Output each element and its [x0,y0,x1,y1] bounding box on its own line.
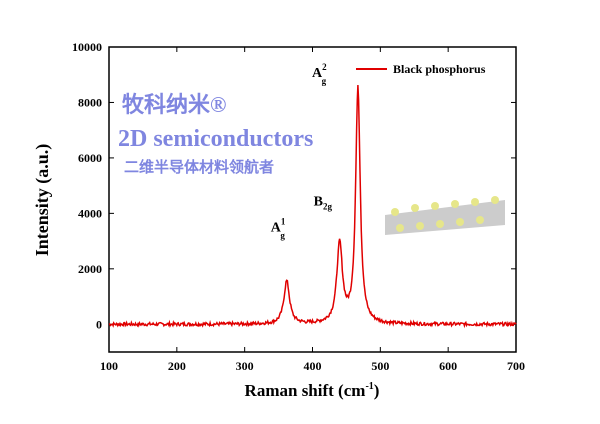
x-axis-label-end: ) [374,381,380,400]
series-line-black-phosphorus [108,84,517,329]
watermark: 牧科纳米® 2D semiconductors 二维半导体材料领航者 [118,92,505,235]
legend-label: Black phosphorus [393,62,486,76]
x-tick-label: 200 [168,359,186,373]
x-tick-label: 700 [507,359,525,373]
molecule-graphic [385,196,505,235]
peak-label: A2 g [312,62,327,86]
peak-label: A1 g [271,216,286,240]
peak-label: B2g [314,194,333,211]
x-axis-label-main: Raman shift (cm [245,381,366,400]
x-axis-label: Raman shift (cm-1) [245,381,380,400]
y-axis-label: Intensity (a.u.) [32,144,53,257]
x-axis-label-sup: -1 [365,381,373,392]
watermark-slogan: 二维半导体材料领航者 [124,158,274,176]
x-tick-label: 600 [439,359,457,373]
y-tick-label: 2000 [78,262,102,276]
y-tick-label: 8000 [78,95,102,109]
x-tick-label: 500 [371,359,389,373]
watermark-brand: 牧科纳米® [122,92,226,117]
x-tick-label: 100 [100,359,118,373]
x-tick-label: 400 [304,359,322,373]
y-tick-label: 10000 [72,40,102,54]
y-tick-label: 6000 [78,151,102,165]
y-tick-label: 0 [96,317,102,331]
y-tick-label: 4000 [78,206,102,220]
x-tick-label: 300 [236,359,254,373]
watermark-title: 2D semiconductors [118,126,313,152]
legend: Black phosphorus [356,62,486,76]
